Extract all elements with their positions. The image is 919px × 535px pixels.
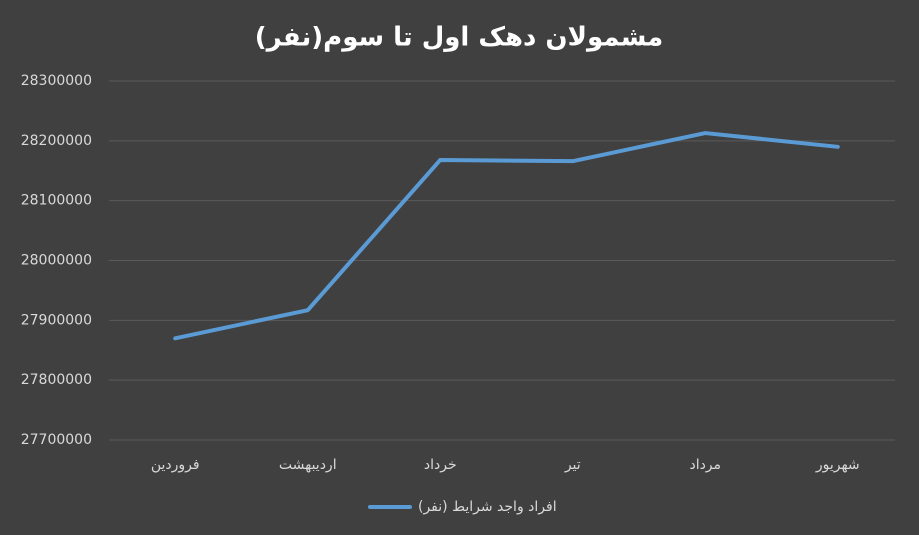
y-tick-label: 27700000 bbox=[21, 432, 92, 448]
x-tick-label: فروردین bbox=[151, 457, 200, 473]
data-line bbox=[173, 131, 840, 341]
y-tick-label: 27900000 bbox=[21, 312, 92, 328]
y-tick-label: 28000000 bbox=[21, 253, 92, 269]
x-tick-label: شهریور bbox=[815, 457, 860, 473]
y-tick-label: 27800000 bbox=[21, 372, 92, 388]
x-tick-label: اردیبهشت bbox=[279, 457, 337, 473]
y-tick-label: 28100000 bbox=[21, 193, 92, 209]
x-tick-label: تیر bbox=[564, 457, 581, 473]
y-tick-label: 28200000 bbox=[21, 133, 92, 149]
legend-label: افراد واجد شرایط (نفر) bbox=[418, 499, 557, 515]
x-tick-label: خرداد bbox=[424, 457, 457, 473]
x-tick-label: مرداد bbox=[689, 457, 721, 473]
y-tick-label: 28300000 bbox=[21, 73, 92, 89]
chart-title: مشمولان دهک اول تا سوم(نفر) bbox=[255, 23, 664, 53]
